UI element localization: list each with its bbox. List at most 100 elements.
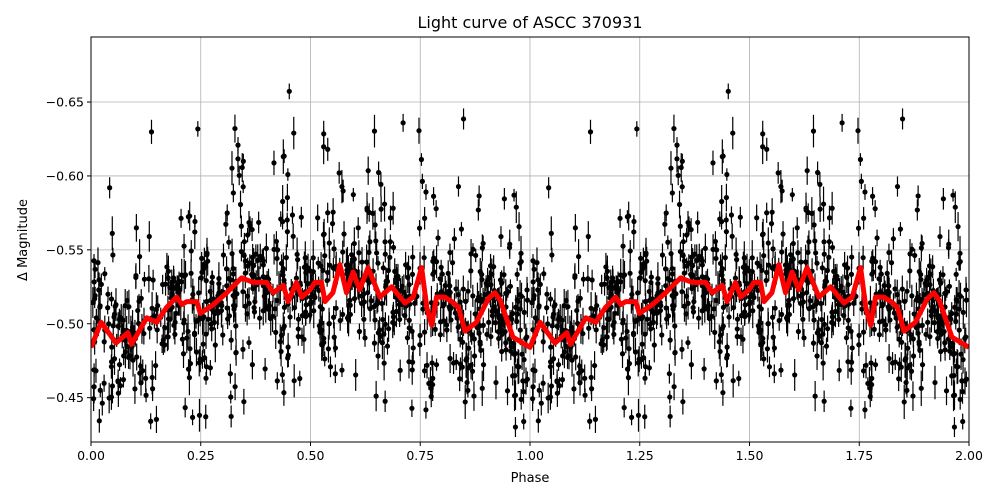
- data-point: [615, 278, 621, 284]
- data-point: [668, 251, 674, 257]
- data-point: [725, 88, 731, 94]
- data-point: [421, 368, 428, 374]
- data-point: [932, 379, 938, 386]
- data-point: [720, 390, 726, 396]
- data-point: [124, 297, 130, 304]
- data-point: [310, 255, 316, 261]
- data-point: [162, 281, 169, 287]
- data-point: [336, 170, 342, 176]
- data-point: [585, 276, 591, 282]
- data-point: [754, 215, 760, 221]
- data-point: [690, 305, 696, 311]
- data-point: [331, 314, 337, 320]
- data-point: [521, 357, 527, 363]
- data-point: [775, 170, 781, 176]
- data-point: [764, 269, 770, 276]
- data-point: [559, 317, 565, 323]
- data-point: [627, 248, 633, 254]
- data-point: [659, 332, 665, 338]
- data-point: [957, 396, 963, 402]
- data-point: [778, 367, 784, 373]
- data-point: [203, 278, 209, 284]
- data-point: [382, 251, 388, 257]
- data-point: [196, 412, 203, 418]
- data-point: [231, 302, 237, 309]
- data-point: [359, 259, 365, 265]
- data-point: [760, 335, 766, 342]
- data-point: [278, 260, 285, 267]
- data-point: [91, 258, 97, 264]
- data-point: [829, 244, 836, 251]
- data-point: [410, 254, 416, 260]
- data-point: [503, 290, 509, 296]
- data-point: [325, 146, 331, 152]
- data-point: [170, 275, 177, 281]
- data-point: [344, 261, 351, 268]
- data-point: [729, 233, 735, 239]
- data-point: [678, 164, 684, 171]
- data-point: [902, 357, 908, 363]
- data-point: [197, 314, 203, 320]
- data-point: [246, 300, 252, 306]
- data-point: [579, 368, 585, 374]
- data-point: [946, 241, 952, 247]
- data-point: [102, 271, 108, 277]
- data-point: [737, 214, 743, 220]
- data-point: [741, 255, 747, 261]
- data-point: [273, 329, 279, 335]
- data-point: [529, 299, 535, 306]
- data-point: [580, 276, 587, 282]
- data-point: [403, 262, 409, 268]
- data-point: [169, 291, 175, 298]
- data-point: [311, 308, 317, 314]
- data-point: [806, 239, 812, 245]
- data-point: [291, 378, 297, 384]
- data-point: [191, 332, 198, 338]
- data-point: [109, 383, 116, 389]
- data-point: [263, 306, 269, 312]
- data-point: [257, 315, 263, 321]
- data-point: [400, 120, 406, 126]
- data-point: [423, 407, 429, 413]
- data-point: [862, 407, 868, 413]
- data-point: [364, 207, 370, 213]
- y-tick-label: −0.60: [46, 168, 84, 183]
- data-point: [720, 277, 726, 283]
- data-point: [438, 264, 444, 270]
- data-point: [592, 416, 599, 422]
- data-point: [902, 298, 908, 304]
- data-point: [95, 260, 101, 266]
- data-point: [420, 306, 426, 312]
- data-point: [179, 336, 186, 342]
- data-point: [121, 353, 127, 359]
- data-point: [868, 360, 874, 366]
- data-point: [779, 188, 785, 194]
- data-point: [898, 364, 904, 370]
- data-point: [536, 303, 542, 309]
- data-point: [960, 418, 966, 425]
- data-point: [340, 188, 346, 194]
- x-tick-label: 0.00: [77, 448, 105, 463]
- data-point: [701, 366, 707, 372]
- data-point: [375, 169, 382, 176]
- data-point: [888, 260, 895, 266]
- y-tick-label: −0.45: [46, 390, 84, 405]
- data-point: [904, 288, 910, 294]
- data-point: [203, 331, 209, 337]
- data-point: [204, 298, 210, 305]
- data-point: [874, 235, 880, 241]
- data-point: [97, 303, 103, 309]
- data-point: [447, 249, 453, 256]
- data-point: [953, 271, 959, 277]
- data-point: [116, 362, 123, 368]
- data-point: [387, 239, 393, 245]
- data-point: [764, 210, 770, 216]
- data-point: [642, 278, 648, 284]
- data-point: [662, 221, 668, 227]
- data-point: [674, 156, 680, 162]
- data-point: [556, 383, 563, 389]
- data-point: [619, 351, 626, 357]
- data-point: [503, 347, 509, 353]
- data-point: [872, 206, 878, 212]
- data-point: [842, 262, 848, 268]
